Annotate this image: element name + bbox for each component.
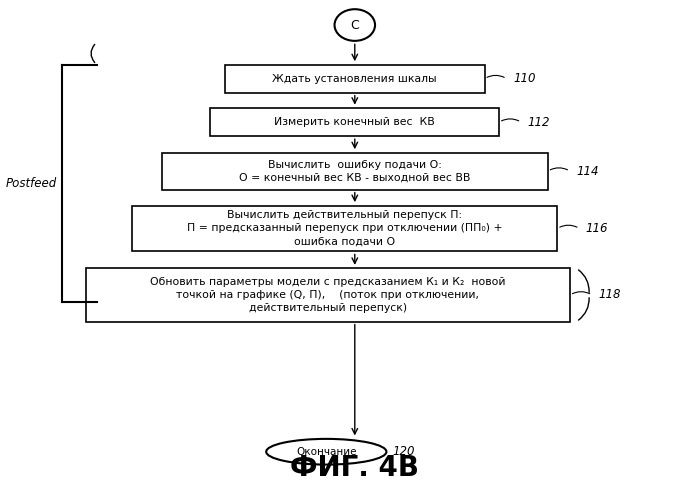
Text: Postfeed: Postfeed xyxy=(6,177,57,190)
Text: 114: 114 xyxy=(576,164,599,177)
Text: Измерить конечный вес  КВ: Измерить конечный вес КВ xyxy=(274,117,435,127)
Text: 120: 120 xyxy=(393,445,415,458)
Text: C: C xyxy=(350,18,359,32)
Bar xyxy=(210,108,499,136)
Text: Вычислить  ошибку подачи О:
О = конечный вес КВ - выходной вес ВВ: Вычислить ошибку подачи О: О = конечный … xyxy=(239,160,470,182)
Bar xyxy=(225,64,485,93)
Text: 116: 116 xyxy=(586,222,609,235)
Text: 118: 118 xyxy=(599,288,621,302)
Text: ФИГ. 4В: ФИГ. 4В xyxy=(290,454,419,482)
Text: Окончание: Окончание xyxy=(296,446,357,456)
Bar xyxy=(86,268,570,322)
Bar xyxy=(132,206,557,252)
Text: Ждать установления шкалы: Ждать установления шкалы xyxy=(272,74,437,84)
Text: 110: 110 xyxy=(513,72,536,85)
Text: Обновить параметры модели с предсказанием К₁ и К₂  новой
точкой на графике (Q, П: Обновить параметры модели с предсказание… xyxy=(150,277,506,313)
Text: Вычислить действительный перепуск П:
П = предсказанный перепуск при отключении (: Вычислить действительный перепуск П: П =… xyxy=(187,210,503,246)
Bar xyxy=(162,152,548,190)
Text: 112: 112 xyxy=(528,116,550,128)
